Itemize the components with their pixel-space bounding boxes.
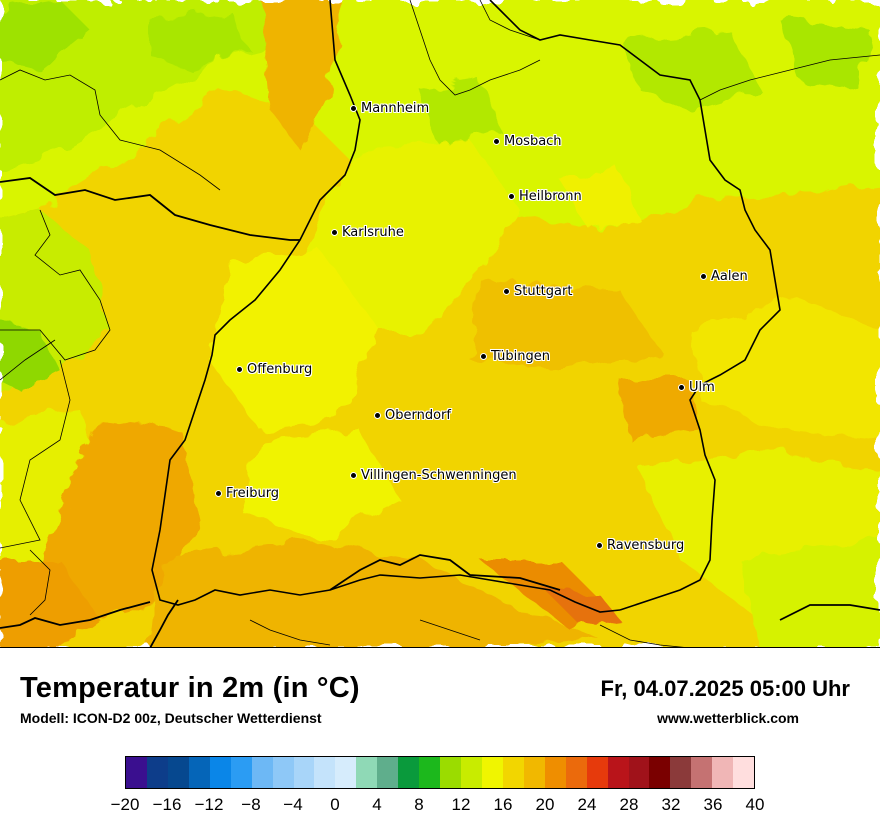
- legend-color-cell: [691, 757, 713, 788]
- city-marker-icon: [493, 137, 500, 145]
- temperature-map[interactable]: Mannheim Mosbach Heilbronn Karlsruhe Aal…: [0, 0, 880, 648]
- legend-color-cell: [272, 757, 294, 788]
- city-marker-icon: [374, 411, 381, 419]
- legend-color-cell: [481, 757, 503, 788]
- city-aalen: Aalen: [700, 268, 748, 284]
- city-marker-icon: [508, 192, 515, 200]
- legend-color-cell: [419, 757, 441, 788]
- city-karlsruhe: Karlsruhe: [331, 224, 404, 240]
- legend-tick-label: 20: [535, 795, 555, 814]
- legend-tick-label: 0: [330, 795, 340, 814]
- city-marker-icon: [350, 471, 357, 479]
- legend-color-cell: [188, 757, 210, 788]
- city-marker-icon: [596, 541, 603, 549]
- legend-color-cell: [356, 757, 378, 788]
- legend-color-cell: [251, 757, 273, 788]
- legend-tick-label: 40: [745, 795, 765, 814]
- legend-color-cell: [398, 757, 420, 788]
- city-label: Heilbronn: [519, 188, 582, 204]
- city-label: Offenburg: [247, 361, 313, 377]
- city-ulm: Ulm: [678, 379, 715, 395]
- city-mosbach: Mosbach: [493, 133, 562, 149]
- legend-color-cell: [565, 757, 587, 788]
- legend-color-cell: [733, 757, 755, 788]
- map-footer: Temperatur in 2m (in °C) Modell: ICON-D2…: [0, 648, 880, 830]
- city-label: Stuttgart: [514, 283, 573, 299]
- city-label: Mosbach: [504, 133, 562, 149]
- city-label: Villingen-Schwenningen: [361, 467, 517, 483]
- legend-tick-label: −8: [241, 795, 261, 814]
- legend-tick-label: −16: [152, 795, 182, 814]
- temperature-field: [0, 0, 880, 647]
- city-label: Oberndorf: [385, 407, 451, 423]
- city-mannheim: Mannheim: [350, 100, 429, 116]
- legend-tick-label: −12: [194, 795, 224, 814]
- city-villingen-schwenningen: Villingen-Schwenningen: [350, 467, 517, 483]
- legend-color-cell: [335, 757, 357, 788]
- legend-color-cell: [461, 757, 482, 788]
- legend-tick-label: −20: [110, 795, 140, 814]
- legend-color-cell: [523, 757, 545, 788]
- legend-color-cell: [586, 757, 608, 788]
- legend-tick-label: −4: [283, 795, 303, 814]
- legend-color-cell: [314, 757, 336, 788]
- color-legend: [125, 756, 755, 789]
- city-oberndorf: Oberndorf: [374, 407, 451, 423]
- city-marker-icon: [215, 489, 222, 497]
- legend-tick-labels: −20 −16 −12 −8 −4 0 4 8 12 16 20 24 28 32 36 40: [111, 788, 765, 818]
- legend-color-cell: [607, 757, 629, 788]
- map-title: Temperatur in 2m (in °C): [20, 672, 360, 704]
- city-label: Mannheim: [361, 100, 430, 116]
- model-subtitle: Modell: ICON-D2 00z, Deutscher Wetterdie…: [20, 710, 322, 726]
- city-label: Tübingen: [491, 348, 550, 364]
- city-marker-icon: [700, 272, 707, 280]
- legend-color-cell: [293, 757, 315, 788]
- city-label: Aalen: [711, 268, 748, 284]
- legend-tick-label: 36: [703, 795, 723, 814]
- legend-color-cell: [649, 757, 671, 788]
- map-canvas: [0, 0, 880, 647]
- legend-tick-label: 4: [372, 795, 382, 814]
- legend-tick-label: 24: [577, 795, 597, 814]
- city-marker-icon: [331, 228, 338, 236]
- city-marker-icon: [236, 365, 243, 373]
- legend-color-cell: [209, 757, 231, 788]
- borders: [0, 0, 880, 647]
- legend-color-cell: [670, 757, 692, 788]
- legend-tick-label: 8: [414, 795, 424, 814]
- legend-tick-label: 16: [493, 795, 513, 814]
- legend-color-cell: [167, 757, 189, 788]
- city-offenburg: Offenburg: [236, 361, 312, 377]
- city-marker-icon: [678, 383, 685, 391]
- city-heilbronn: Heilbronn: [508, 188, 582, 204]
- city-stuttgart: Stuttgart: [503, 283, 572, 299]
- city-tuebingen: Tübingen: [480, 348, 550, 364]
- legend-color-cell: [377, 757, 399, 788]
- legend-color-cell: [502, 757, 524, 788]
- legend-color-cell: [628, 757, 650, 788]
- city-marker-icon: [350, 104, 357, 112]
- website-link[interactable]: www.wetterblick.com: [657, 710, 799, 726]
- legend-color-cell: [544, 757, 566, 788]
- legend-color-cell: [126, 757, 147, 788]
- legend-tick-label: 12: [451, 795, 471, 814]
- legend-tick-label: 32: [661, 795, 681, 814]
- city-marker-icon: [503, 287, 510, 295]
- legend-color-cell: [712, 757, 734, 788]
- city-ravensburg: Ravensburg: [596, 537, 684, 553]
- legend-color-cell: [440, 757, 461, 788]
- city-freiburg: Freiburg: [215, 485, 279, 501]
- legend-color-cell: [230, 757, 252, 788]
- city-marker-icon: [480, 352, 487, 360]
- city-label: Karlsruhe: [342, 224, 404, 240]
- city-label: Freiburg: [226, 485, 280, 501]
- legend-tick-label: 28: [619, 795, 639, 814]
- city-label: Ulm: [689, 379, 715, 395]
- forecast-datetime: Fr, 04.07.2025 05:00 Uhr: [600, 676, 851, 701]
- city-label: Ravensburg: [607, 537, 685, 553]
- legend-color-cell: [146, 757, 168, 788]
